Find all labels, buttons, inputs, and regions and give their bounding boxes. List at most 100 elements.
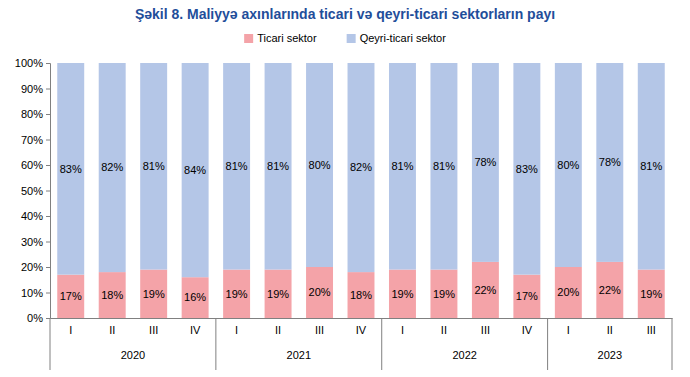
y-tick: 80% bbox=[21, 108, 50, 120]
legend-swatch bbox=[347, 34, 356, 43]
data-label: 84% bbox=[184, 164, 206, 176]
data-label: 83% bbox=[60, 163, 82, 175]
x-tick: IV bbox=[522, 318, 533, 336]
bar-segment bbox=[555, 267, 582, 318]
bar-segment bbox=[182, 63, 209, 277]
y-tick-label: 50% bbox=[21, 185, 43, 197]
y-tick-label: 100% bbox=[15, 57, 43, 69]
y-tick-label: 80% bbox=[21, 108, 43, 120]
data-label: 19% bbox=[433, 288, 455, 300]
data-label: 78% bbox=[599, 156, 621, 168]
bar-segment bbox=[430, 270, 457, 318]
x-tick: III bbox=[481, 318, 490, 336]
y-tick-label: 10% bbox=[21, 287, 43, 299]
data-label: 80% bbox=[557, 159, 579, 171]
group-label: 2020 bbox=[121, 349, 145, 361]
bar-segment bbox=[99, 272, 126, 318]
bar-segment bbox=[182, 277, 209, 318]
bar-segment bbox=[596, 63, 623, 262]
legend: Ticari sektor Qeyri-ticari sektor bbox=[244, 32, 446, 44]
y-tick-label: 60% bbox=[21, 159, 43, 171]
bar-segment bbox=[430, 63, 457, 270]
data-label: 19% bbox=[267, 288, 289, 300]
group-separator bbox=[672, 318, 673, 370]
y-tick-mark bbox=[46, 318, 50, 319]
data-label: 81% bbox=[433, 160, 455, 172]
y-tick-mark bbox=[46, 293, 50, 294]
bar-segment bbox=[389, 63, 416, 270]
x-tick-label: III bbox=[315, 324, 324, 336]
x-tick-label: II bbox=[275, 324, 281, 336]
x-tick: III bbox=[647, 318, 656, 336]
y-tick: 90% bbox=[21, 83, 50, 95]
x-tick: II bbox=[109, 318, 115, 336]
y-tick-label: 70% bbox=[21, 134, 43, 146]
bar-segment bbox=[348, 272, 375, 318]
y-tick-mark bbox=[46, 242, 50, 243]
legend-label: Ticari sektor bbox=[257, 32, 317, 44]
x-tick-label: II bbox=[441, 324, 447, 336]
group-separator bbox=[381, 318, 382, 370]
data-label: 22% bbox=[474, 284, 496, 296]
y-tick-mark bbox=[46, 114, 50, 115]
y-tick-label: 30% bbox=[21, 236, 43, 248]
group-label: 2022 bbox=[452, 349, 476, 361]
y-tick-mark bbox=[46, 89, 50, 90]
x-tick: III bbox=[315, 318, 324, 336]
legend-item: Qeyri-ticari sektor bbox=[347, 32, 447, 44]
bar-segment bbox=[555, 63, 582, 267]
bar-segment bbox=[140, 63, 167, 270]
y-tick-label: 0% bbox=[27, 312, 43, 324]
data-label: 19% bbox=[143, 288, 165, 300]
data-label: 18% bbox=[350, 289, 372, 301]
bar-segment bbox=[306, 267, 333, 318]
y-tick: 10% bbox=[21, 287, 50, 299]
group-separator bbox=[547, 318, 548, 370]
data-label: 81% bbox=[226, 160, 248, 172]
y-tick-mark bbox=[46, 165, 50, 166]
y-tick-mark bbox=[46, 267, 50, 268]
group-label: 2021 bbox=[287, 349, 311, 361]
x-tick-label: I bbox=[567, 324, 570, 336]
y-tick-label: 40% bbox=[21, 210, 43, 222]
data-label: 17% bbox=[60, 290, 82, 302]
x-axis: IIIIIIIVIIIIIIIVIIIIIIIVIIIIII bbox=[51, 318, 673, 336]
data-label: 22% bbox=[599, 284, 621, 296]
x-tick-label: IV bbox=[190, 324, 201, 336]
title: Şəkil 8. Maliyyə axınlarında ticari və q… bbox=[135, 6, 555, 22]
data-label: 18% bbox=[101, 289, 123, 301]
bar-segment bbox=[57, 275, 84, 318]
x-tick: IV bbox=[356, 318, 367, 336]
x-tick: I bbox=[235, 318, 238, 336]
x-tick: I bbox=[567, 318, 570, 336]
bar-segment bbox=[140, 270, 167, 318]
y-tick: 40% bbox=[21, 210, 50, 222]
category-groups: 2020202120222023 bbox=[50, 318, 672, 370]
data-label: 82% bbox=[350, 161, 372, 173]
bar-segment bbox=[223, 63, 250, 270]
bars bbox=[57, 63, 664, 318]
bar-segment bbox=[638, 63, 665, 270]
x-tick-label: I bbox=[401, 324, 404, 336]
chart: Şəkil 8. Maliyyə axınlarında ticari və q… bbox=[0, 0, 690, 377]
data-label: 19% bbox=[226, 288, 248, 300]
y-tick: 30% bbox=[21, 236, 50, 248]
data-label: 16% bbox=[184, 291, 206, 303]
x-tick-label: II bbox=[109, 324, 115, 336]
group-separator bbox=[215, 318, 216, 370]
bar-segment bbox=[265, 63, 292, 270]
bar-segment bbox=[513, 63, 540, 275]
bar-segment bbox=[472, 262, 499, 318]
x-tick-label: I bbox=[235, 324, 238, 336]
data-labels: 17%18%19%16%19%19%20%18%19%19%22%17%20%2… bbox=[60, 156, 663, 303]
bar-segment bbox=[472, 63, 499, 262]
y-axis-line bbox=[46, 64, 51, 319]
bar-segment bbox=[389, 270, 416, 318]
legend-label: Qeyri-ticari sektor bbox=[360, 32, 447, 44]
x-tick-label: IV bbox=[356, 324, 367, 336]
x-tick: I bbox=[401, 318, 404, 336]
x-tick-label: IV bbox=[522, 324, 533, 336]
data-label: 80% bbox=[309, 159, 331, 171]
group-separator bbox=[50, 318, 51, 370]
bar-segment bbox=[596, 262, 623, 318]
